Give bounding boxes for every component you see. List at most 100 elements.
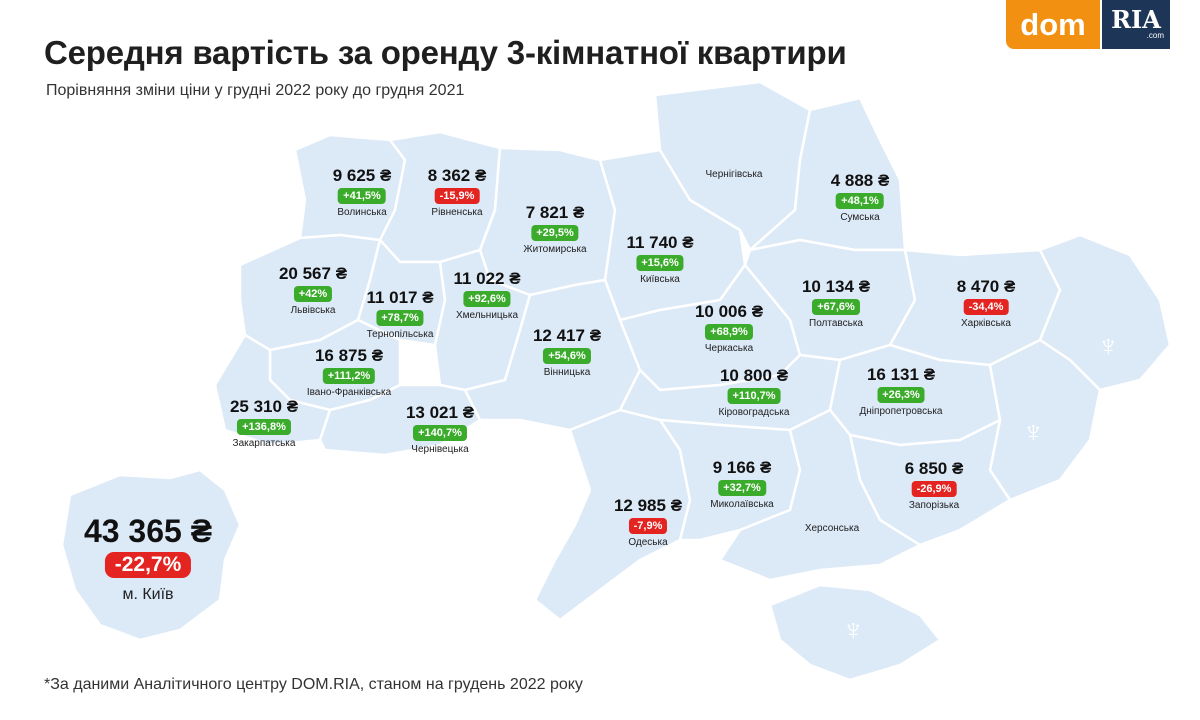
- trident-icon-crimea: ♆: [842, 614, 865, 647]
- ria-logo-domain: .com: [1146, 31, 1164, 40]
- region-name: Чернівецька: [411, 444, 469, 455]
- ria-logo-text: RIA: [1111, 5, 1161, 34]
- region-name: Черкаська: [704, 343, 754, 354]
- region-label-sumska[interactable]: 4 888 ₴ +48,1% Сумська: [831, 171, 890, 225]
- region-label-rivnenska[interactable]: 8 362 ₴ -15,9% Рівненська: [428, 166, 487, 220]
- region-price: 4 888 ₴: [830, 171, 890, 190]
- region-name: Запорізька: [908, 500, 960, 511]
- region-price: 12 417 ₴: [532, 326, 602, 345]
- region-change-badge: +136,8%: [237, 419, 291, 435]
- region-price: 11 740 ₴: [626, 233, 694, 252]
- region-label-poltavska[interactable]: 10 134 ₴ +67,6% Полтавська: [802, 277, 870, 331]
- region-name: Вінницька: [543, 367, 591, 378]
- footnote: *За даними Аналітичного центру DOM.RIA, …: [44, 676, 583, 693]
- region-change-badge: +92,6%: [463, 291, 511, 307]
- region-name: Одеська: [628, 537, 668, 548]
- region-change-badge: -34,4%: [963, 299, 1009, 315]
- region-change-badge: +29,5%: [531, 225, 579, 241]
- region-name: Хмельницька: [455, 310, 519, 321]
- region-name: Тернопільська: [366, 329, 434, 340]
- region-name: Херсонська: [804, 523, 860, 534]
- region-change-badge: +67,6%: [812, 299, 860, 315]
- region-change-badge: +32,7%: [718, 480, 766, 496]
- region-label-dnipropetrovska[interactable]: 16 131 ₴ +26,3% Дніпропетровська: [860, 365, 943, 419]
- region-price: 8 470 ₴: [956, 277, 1016, 296]
- region-name: Кіровоградська: [718, 407, 790, 418]
- region-shape-crimea: [768, 583, 942, 682]
- region-change-badge: +68,9%: [705, 324, 753, 340]
- region-label-mykolaivska[interactable]: 9 166 ₴ +32,7% Миколаївська: [710, 458, 774, 512]
- region-label-kirovohradska[interactable]: 10 800 ₴ +110,7% Кіровоградська: [719, 366, 790, 420]
- region-change-badge: +110,7%: [727, 388, 781, 404]
- region-label-vinnytska[interactable]: 12 417 ₴ +54,6% Вінницька: [533, 326, 601, 380]
- region-label-chernivetska[interactable]: 13 021 ₴ +140,7% Чернівецька: [406, 403, 474, 457]
- region-price: 7 821 ₴: [525, 203, 585, 222]
- region-price: 16 875 ₴: [314, 346, 384, 365]
- trident-icon-luhanska: ♆: [1097, 330, 1120, 363]
- region-price: 9 625 ₴: [332, 166, 392, 185]
- kyiv-name: м. Київ: [122, 586, 174, 603]
- dom-logo-text: dom: [1020, 6, 1086, 42]
- region-label-odeska[interactable]: 12 985 ₴ -7,9% Одеська: [614, 496, 682, 550]
- region-change-badge: +15,6%: [636, 255, 684, 271]
- region-name: Закарпатська: [232, 438, 296, 449]
- region-label-kyivska[interactable]: 11 740 ₴ +15,6% Київська: [626, 233, 693, 287]
- kyiv-city-label[interactable]: 43 365 ₴ -22,7% м. Київ: [84, 512, 212, 604]
- region-shape-zakarpatska: [213, 333, 332, 447]
- region-name: Полтавська: [809, 318, 863, 329]
- region-name: Харківська: [961, 318, 1011, 329]
- region-label-zakarpatska[interactable]: 25 310 ₴ +136,8% Закарпатська: [230, 397, 298, 451]
- region-name: Львівська: [290, 305, 336, 316]
- region-label-zhytomyrska[interactable]: 7 821 ₴ +29,5% Житомирська: [523, 203, 586, 257]
- region-change-badge: +26,3%: [877, 387, 925, 403]
- ria-logo[interactable]: RIA .com: [1102, 0, 1170, 49]
- region-price: 10 006 ₴: [694, 302, 764, 321]
- kyiv-change-badge: -22,7%: [104, 552, 192, 578]
- page-title: Середня вартість за оренду 3-кімнатної к…: [44, 34, 847, 71]
- region-change-badge: +140,7%: [413, 425, 467, 441]
- region-label-lvivska[interactable]: 20 567 ₴ +42% Львівська: [279, 264, 347, 318]
- region-name: Сумська: [840, 212, 880, 223]
- region-label-volynska[interactable]: 9 625 ₴ +41,5% Волинська: [333, 166, 392, 220]
- region-price: 13 021 ₴: [405, 403, 475, 422]
- region-label-cherkaska[interactable]: 10 006 ₴ +68,9% Черкаська: [695, 302, 763, 356]
- region-price: 20 567 ₴: [278, 264, 348, 283]
- region-label-zaporizka[interactable]: 6 850 ₴ -26,9% Запорізька: [905, 459, 964, 513]
- region-label-kharkivska[interactable]: 8 470 ₴ -34,4% Харківська: [957, 277, 1016, 331]
- region-price: 10 134 ₴: [801, 277, 871, 296]
- region-price: 16 131 ₴: [866, 365, 936, 384]
- region-price: 11 022 ₴: [453, 269, 521, 288]
- region-price: 9 166 ₴: [712, 458, 772, 477]
- trident-icon-donetska: ♆: [1022, 416, 1045, 449]
- region-change-badge: +48,1%: [836, 193, 884, 209]
- region-price: 10 800 ₴: [719, 366, 789, 385]
- region-name: Рівненська: [431, 207, 483, 218]
- region-price: 11 017 ₴: [366, 288, 434, 307]
- region-change-badge: +78,7%: [376, 310, 424, 326]
- region-name: Івано-Франківська: [306, 387, 392, 398]
- region-change-badge: -15,9%: [434, 188, 480, 204]
- region-name: Волинська: [337, 207, 387, 218]
- page-subtitle: Порівняння зміни ціни у грудні 2022 року…: [46, 82, 465, 99]
- region-name: Київська: [640, 274, 680, 285]
- region-label-khersonska[interactable]: Херсонська: [805, 520, 859, 536]
- region-label-khmelnytska[interactable]: 11 022 ₴ +92,6% Хмельницька: [453, 269, 520, 323]
- region-change-badge: +111,2%: [322, 368, 376, 384]
- region-name: Чернігівська: [705, 169, 763, 180]
- region-change-badge: +42%: [293, 286, 333, 302]
- region-price: 6 850 ₴: [904, 459, 964, 478]
- kyiv-price: 43 365 ₴: [83, 513, 213, 549]
- region-change-badge: +41,5%: [338, 188, 386, 204]
- region-price: 25 310 ₴: [229, 397, 299, 416]
- region-label-chernihivska[interactable]: Чернігівська: [706, 166, 763, 182]
- region-label-ternopilska[interactable]: 11 017 ₴ +78,7% Тернопільська: [366, 288, 433, 342]
- region-name: Житомирська: [523, 244, 587, 255]
- region-price: 12 985 ₴: [613, 496, 683, 515]
- region-name: Миколаївська: [710, 499, 774, 510]
- region-label-ivano-frankivska[interactable]: 16 875 ₴ +111,2% Івано-Франківська: [307, 346, 391, 400]
- region-shape-luhanska: [1038, 233, 1172, 392]
- dom-logo[interactable]: dom: [1006, 0, 1100, 49]
- region-change-badge: -7,9%: [628, 518, 668, 534]
- region-shape-khersonska: [718, 408, 922, 582]
- region-change-badge: -26,9%: [911, 481, 957, 497]
